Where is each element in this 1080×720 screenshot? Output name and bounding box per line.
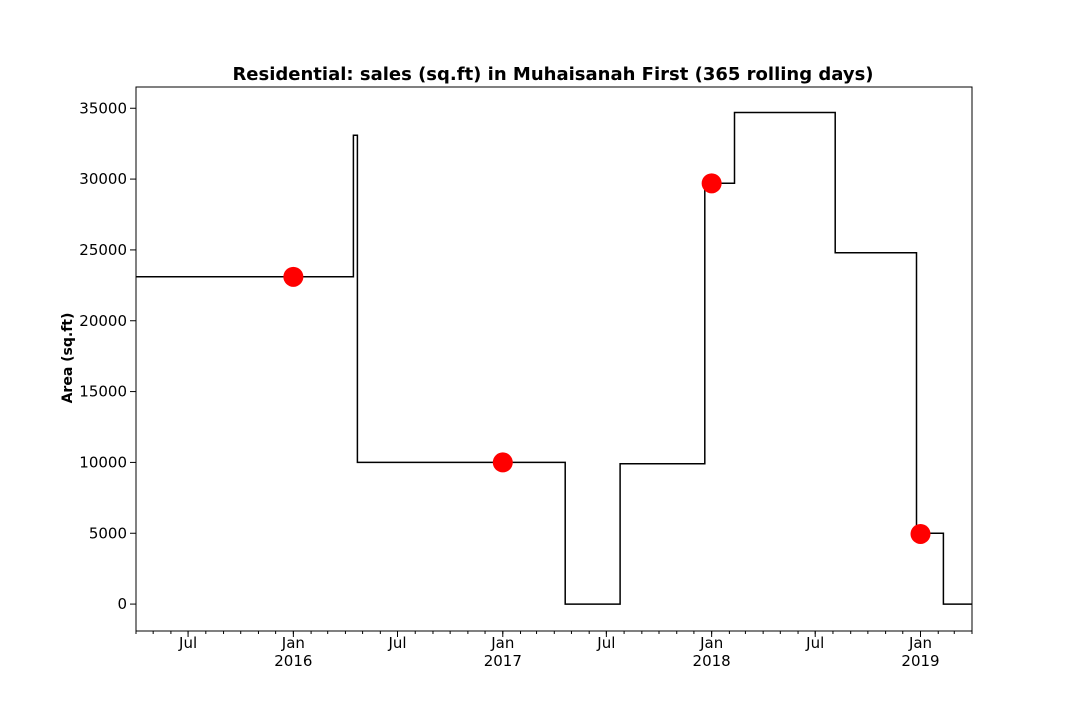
y-tick-label: 0: [117, 595, 127, 613]
x-tick-year-label: 2019: [901, 652, 939, 670]
y-tick-label: 20000: [79, 312, 127, 330]
plot-frame: [135, 86, 973, 632]
y-tick-label: 10000: [79, 453, 127, 471]
x-tick-year-label: 2016: [274, 652, 312, 670]
y-tick-label: 35000: [79, 99, 127, 117]
x-tick-year-label: 2018: [693, 652, 731, 670]
y-axis-label: Area (sq.ft): [60, 313, 76, 404]
x-tick-label: Jan: [490, 634, 514, 652]
x-tick-label: Jul: [596, 634, 615, 652]
y-tick-label: 30000: [79, 170, 127, 188]
x-tick-label: Jan: [699, 634, 723, 652]
data-point-marker: [283, 266, 304, 287]
series-line: [136, 111, 972, 605]
data-point-marker: [910, 523, 931, 544]
x-tick-label: Jul: [178, 634, 197, 652]
data-point-marker: [492, 452, 513, 473]
y-tick-label: 15000: [79, 383, 127, 401]
x-tick-label: Jul: [805, 634, 824, 652]
x-tick-label: Jul: [387, 634, 406, 652]
chart-title: Residential: sales (sq.ft) in Muhaisanah…: [232, 64, 873, 85]
y-tick-label: 25000: [79, 241, 127, 259]
x-tick-year-label: 2017: [484, 652, 522, 670]
x-tick-label: Jan: [281, 634, 305, 652]
x-tick-label: Jan: [908, 634, 932, 652]
data-point-marker: [701, 173, 722, 194]
y-tick-label: 5000: [89, 524, 127, 542]
